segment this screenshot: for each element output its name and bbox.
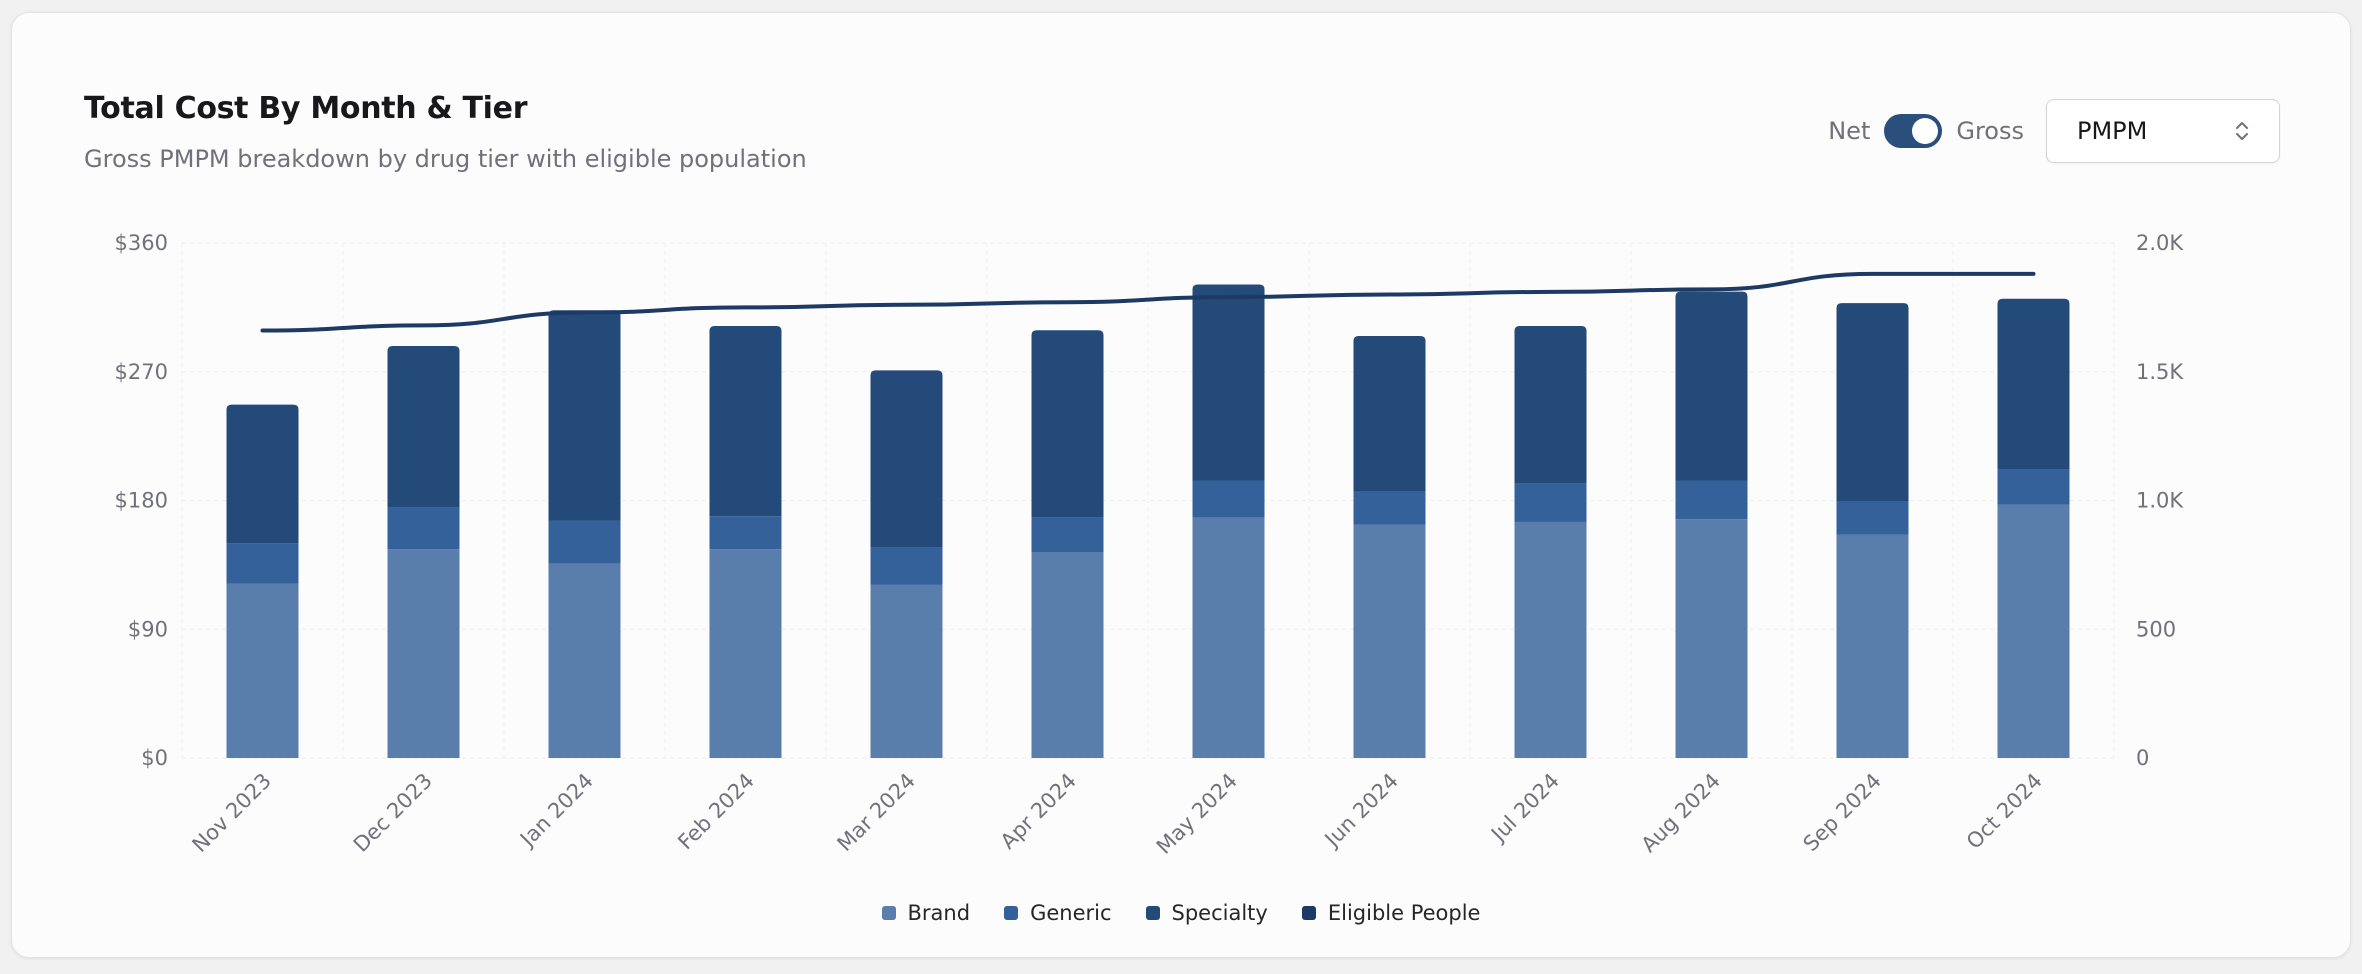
metric-select-value: PMPM (2077, 117, 2148, 145)
bar-specialty (548, 310, 621, 521)
x-tick-label: Nov 2023 (188, 769, 276, 857)
chart-subtitle: Gross PMPM breakdown by drug tier with e… (84, 145, 807, 173)
bar-generic (226, 543, 299, 584)
metric-select[interactable]: PMPM (2046, 99, 2280, 163)
bar-generic (1353, 491, 1426, 525)
legend-label-eligible-people: Eligible People (1327, 901, 1481, 925)
bar-generic (1031, 517, 1104, 552)
legend-item-eligible-people[interactable]: Eligible People (1301, 901, 1481, 925)
bar-brand (1031, 552, 1104, 758)
y-left-tick-label: $180 (115, 489, 168, 513)
bar-brand (387, 549, 460, 758)
x-tick-label: Dec 2023 (349, 769, 437, 857)
bar-generic (709, 516, 782, 550)
chevron-up-down-icon (2236, 122, 2248, 140)
chart-card: Total Cost By Month & Tier Gross PMPM br… (11, 12, 2351, 958)
bar-generic (387, 507, 460, 550)
bar-specialty (1192, 284, 1265, 481)
legend-swatch-generic (1004, 906, 1019, 920)
bar-specialty (226, 404, 299, 544)
bar-brand (1192, 517, 1265, 758)
legend-swatch-specialty (1145, 906, 1160, 920)
bar-generic (1192, 480, 1265, 518)
legend-item-generic[interactable]: Generic (1004, 901, 1112, 925)
y-right-tick-label: 2.0K (2136, 231, 2184, 255)
toggle-knob (1912, 118, 1939, 144)
y-left-tick-label: $90 (128, 617, 168, 641)
bar-brand (870, 584, 943, 758)
y-right-tick-label: 500 (2136, 617, 2176, 641)
y-left-tick-label: $0 (141, 746, 168, 770)
legend-label-generic: Generic (1030, 901, 1112, 925)
bar-specialty (1675, 291, 1748, 481)
legend-item-specialty[interactable]: Specialty (1145, 901, 1268, 925)
bar-specialty (709, 325, 782, 517)
chart-controls: Net Gross PMPM (1828, 99, 2280, 163)
bar-brand (709, 549, 782, 758)
chart-legend: Brand Generic Specialty Eligible People (12, 901, 2350, 925)
x-tick-label: Sep 2024 (1799, 769, 1886, 856)
bar-specialty (1997, 298, 2070, 470)
x-tick-label: Aug 2024 (1637, 769, 1725, 857)
line-eligible-people (260, 271, 2036, 333)
y-right-tick-label: 0 (2136, 746, 2149, 770)
legend-item-brand[interactable]: Brand (881, 901, 971, 925)
bar-specialty (1353, 335, 1426, 492)
bar-specialty (1836, 303, 1909, 502)
bar-brand (548, 563, 621, 758)
toggle-net-label[interactable]: Net (1828, 117, 1871, 145)
legend-swatch-eligible-people (1301, 906, 1316, 920)
bar-generic (1997, 469, 2070, 505)
x-tick-label: Feb 2024 (673, 769, 759, 855)
bar-generic (1836, 501, 1909, 535)
bar-brand (1353, 524, 1426, 758)
bar-generic (1675, 480, 1748, 520)
legend-label-specialty: Specialty (1171, 901, 1268, 925)
net-gross-toggle[interactable] (1884, 114, 1943, 148)
bar-generic (548, 520, 621, 564)
bar-brand (1836, 534, 1909, 758)
chart-title: Total Cost By Month & Tier (84, 91, 528, 126)
y-left-tick-label: $270 (115, 360, 168, 384)
x-tick-label: Apr 2024 (996, 769, 1081, 854)
bar-brand (1997, 504, 2070, 758)
bar-specialty (870, 370, 943, 548)
bar-specialty (1514, 325, 1587, 484)
bar-brand (226, 583, 299, 758)
bar-brand (1514, 521, 1587, 758)
y-right-tick-label: 1.0K (2136, 489, 2184, 513)
legend-swatch-brand (881, 906, 896, 920)
bar-specialty (1031, 330, 1104, 518)
x-tick-label: Mar 2024 (833, 769, 921, 857)
bar-generic (870, 547, 943, 585)
x-tick-label: Jun 2024 (1319, 769, 1403, 853)
bar-generic (1514, 483, 1587, 522)
x-tick-label: Oct 2024 (1962, 769, 2047, 854)
y-right-tick-label: 1.5K (2136, 360, 2184, 384)
x-tick-label: May 2024 (1152, 769, 1242, 859)
chart-plot: $0 $90 $180 $270 $360 0 500 1.0K 1.5K 2.0K Nov 202… (115, 231, 2185, 859)
y-left-tick-label: $360 (115, 231, 168, 255)
legend-label-brand: Brand (907, 901, 971, 925)
toggle-gross-label[interactable]: Gross (1956, 117, 2024, 145)
x-tick-label: Jul 2024 (1485, 769, 1564, 848)
bar-brand (1675, 519, 1748, 758)
bar-specialty (387, 346, 460, 508)
x-tick-label: Jan 2024 (514, 769, 598, 853)
